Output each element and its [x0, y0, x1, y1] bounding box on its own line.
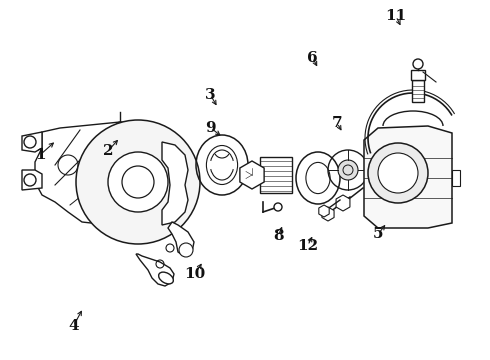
Circle shape [122, 166, 154, 198]
Polygon shape [22, 132, 42, 152]
Polygon shape [452, 170, 460, 186]
Text: 1: 1 [35, 148, 46, 162]
Circle shape [413, 59, 423, 69]
Polygon shape [35, 122, 162, 226]
Text: 6: 6 [307, 51, 318, 64]
Bar [412, 80, 424, 102]
Polygon shape [364, 126, 452, 228]
Text: 11: 11 [385, 9, 407, 23]
Polygon shape [168, 222, 194, 256]
Circle shape [108, 152, 168, 212]
Polygon shape [322, 207, 334, 221]
Circle shape [368, 143, 428, 203]
Text: 4: 4 [68, 319, 79, 333]
Text: 5: 5 [373, 227, 384, 241]
Circle shape [378, 153, 418, 193]
Circle shape [179, 243, 193, 257]
Polygon shape [319, 205, 329, 217]
Circle shape [338, 160, 358, 180]
Polygon shape [162, 142, 188, 225]
Circle shape [274, 203, 282, 211]
Text: 12: 12 [297, 239, 318, 252]
Text: 9: 9 [205, 121, 216, 135]
Bar [411, 70, 425, 80]
Text: 10: 10 [184, 267, 206, 280]
Polygon shape [136, 254, 174, 286]
Text: 7: 7 [332, 116, 343, 130]
Text: 3: 3 [205, 89, 216, 102]
Circle shape [76, 120, 200, 244]
Polygon shape [336, 195, 350, 211]
Text: 2: 2 [102, 144, 113, 158]
Text: 8: 8 [273, 229, 284, 243]
Polygon shape [240, 161, 264, 189]
Polygon shape [22, 170, 42, 190]
Ellipse shape [159, 272, 173, 284]
Bar [260, 157, 292, 193]
